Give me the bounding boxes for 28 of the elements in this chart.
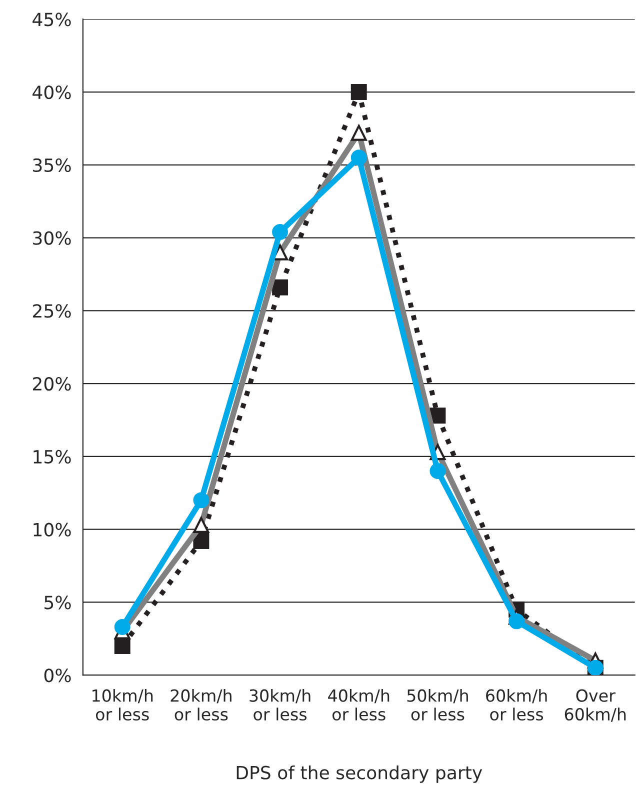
point bbox=[272, 224, 288, 240]
y-tick-label: 0% bbox=[44, 668, 71, 682]
y-tick-label: 35% bbox=[33, 158, 71, 172]
x-axis-title: DPS of the secondary party bbox=[236, 765, 482, 783]
y-tick-label: 40% bbox=[32, 85, 71, 100]
point bbox=[114, 638, 130, 654]
x-tick-label: 40km/h or less bbox=[328, 688, 390, 721]
y-tick-label: 30% bbox=[33, 231, 71, 245]
point bbox=[350, 150, 367, 166]
y-tick-label: 25% bbox=[33, 304, 71, 318]
x-tick-label: 10km/h or less bbox=[92, 688, 153, 721]
point bbox=[430, 463, 446, 480]
x-tick-label: Over 60km/h bbox=[564, 689, 626, 722]
point bbox=[350, 84, 367, 100]
y-tick-label: 10% bbox=[34, 522, 71, 536]
x-tick-label: 60km/h or less bbox=[486, 688, 547, 721]
y-tick-label: 5% bbox=[44, 596, 71, 610]
y-tick-label: 15% bbox=[34, 450, 71, 464]
point bbox=[272, 279, 288, 296]
y-tick-label: 20% bbox=[33, 377, 71, 391]
point bbox=[508, 613, 525, 630]
x-tick-label: 30km/h or less bbox=[250, 688, 310, 721]
point bbox=[193, 492, 210, 508]
point bbox=[114, 619, 130, 635]
x-tick-label: 20km/h or less bbox=[170, 688, 232, 721]
x-tick-label: 50km/h or less bbox=[407, 688, 468, 721]
y-tick-label: 45% bbox=[32, 12, 71, 26]
point bbox=[193, 533, 210, 549]
